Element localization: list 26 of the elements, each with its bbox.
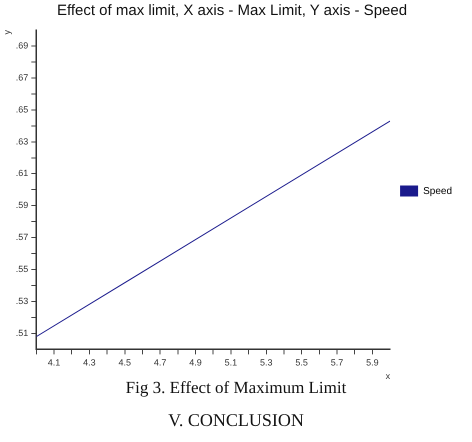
chart-title: Effect of max limit, X axis - Max Limit, Y axis - Speed	[56, 2, 408, 20]
caption: Fig 3. Effect of Maximum Limit	[126, 378, 346, 397]
y-tick-label: .53	[16, 296, 28, 306]
x-tick-label: 4.5	[118, 357, 132, 368]
y-tick-label: .55	[16, 264, 28, 274]
x-tick-label: 5.3	[260, 357, 273, 368]
x-tick-label: 4.3	[83, 357, 96, 368]
y-tick-label: .65	[16, 104, 28, 114]
y-tick-label: .59	[16, 200, 28, 210]
x-tick-label: 4.9	[189, 357, 202, 368]
x-tick-label: 5.1	[224, 357, 238, 368]
y-tick-label: .63	[16, 136, 28, 146]
legend-label: Speed	[423, 186, 452, 197]
x-tick-label: 5.9	[366, 357, 379, 368]
x-tick-label: 4.7	[154, 357, 166, 368]
y-tick-label: .57	[16, 232, 28, 242]
y-axis-title: y	[2, 30, 12, 34]
y-tick-label: .61	[16, 168, 28, 178]
x-tick-label: 5.7	[330, 357, 344, 368]
y-tick-label: .67	[16, 72, 28, 82]
x-tick-label: 4.1	[48, 357, 60, 368]
x-axis-title: x	[386, 371, 391, 382]
text: V. CONCLUSION	[167, 410, 305, 431]
x-tick-label: 5.5	[295, 357, 308, 368]
y-tick-label: .51	[16, 328, 28, 338]
y-tick-label: .69	[16, 40, 28, 50]
